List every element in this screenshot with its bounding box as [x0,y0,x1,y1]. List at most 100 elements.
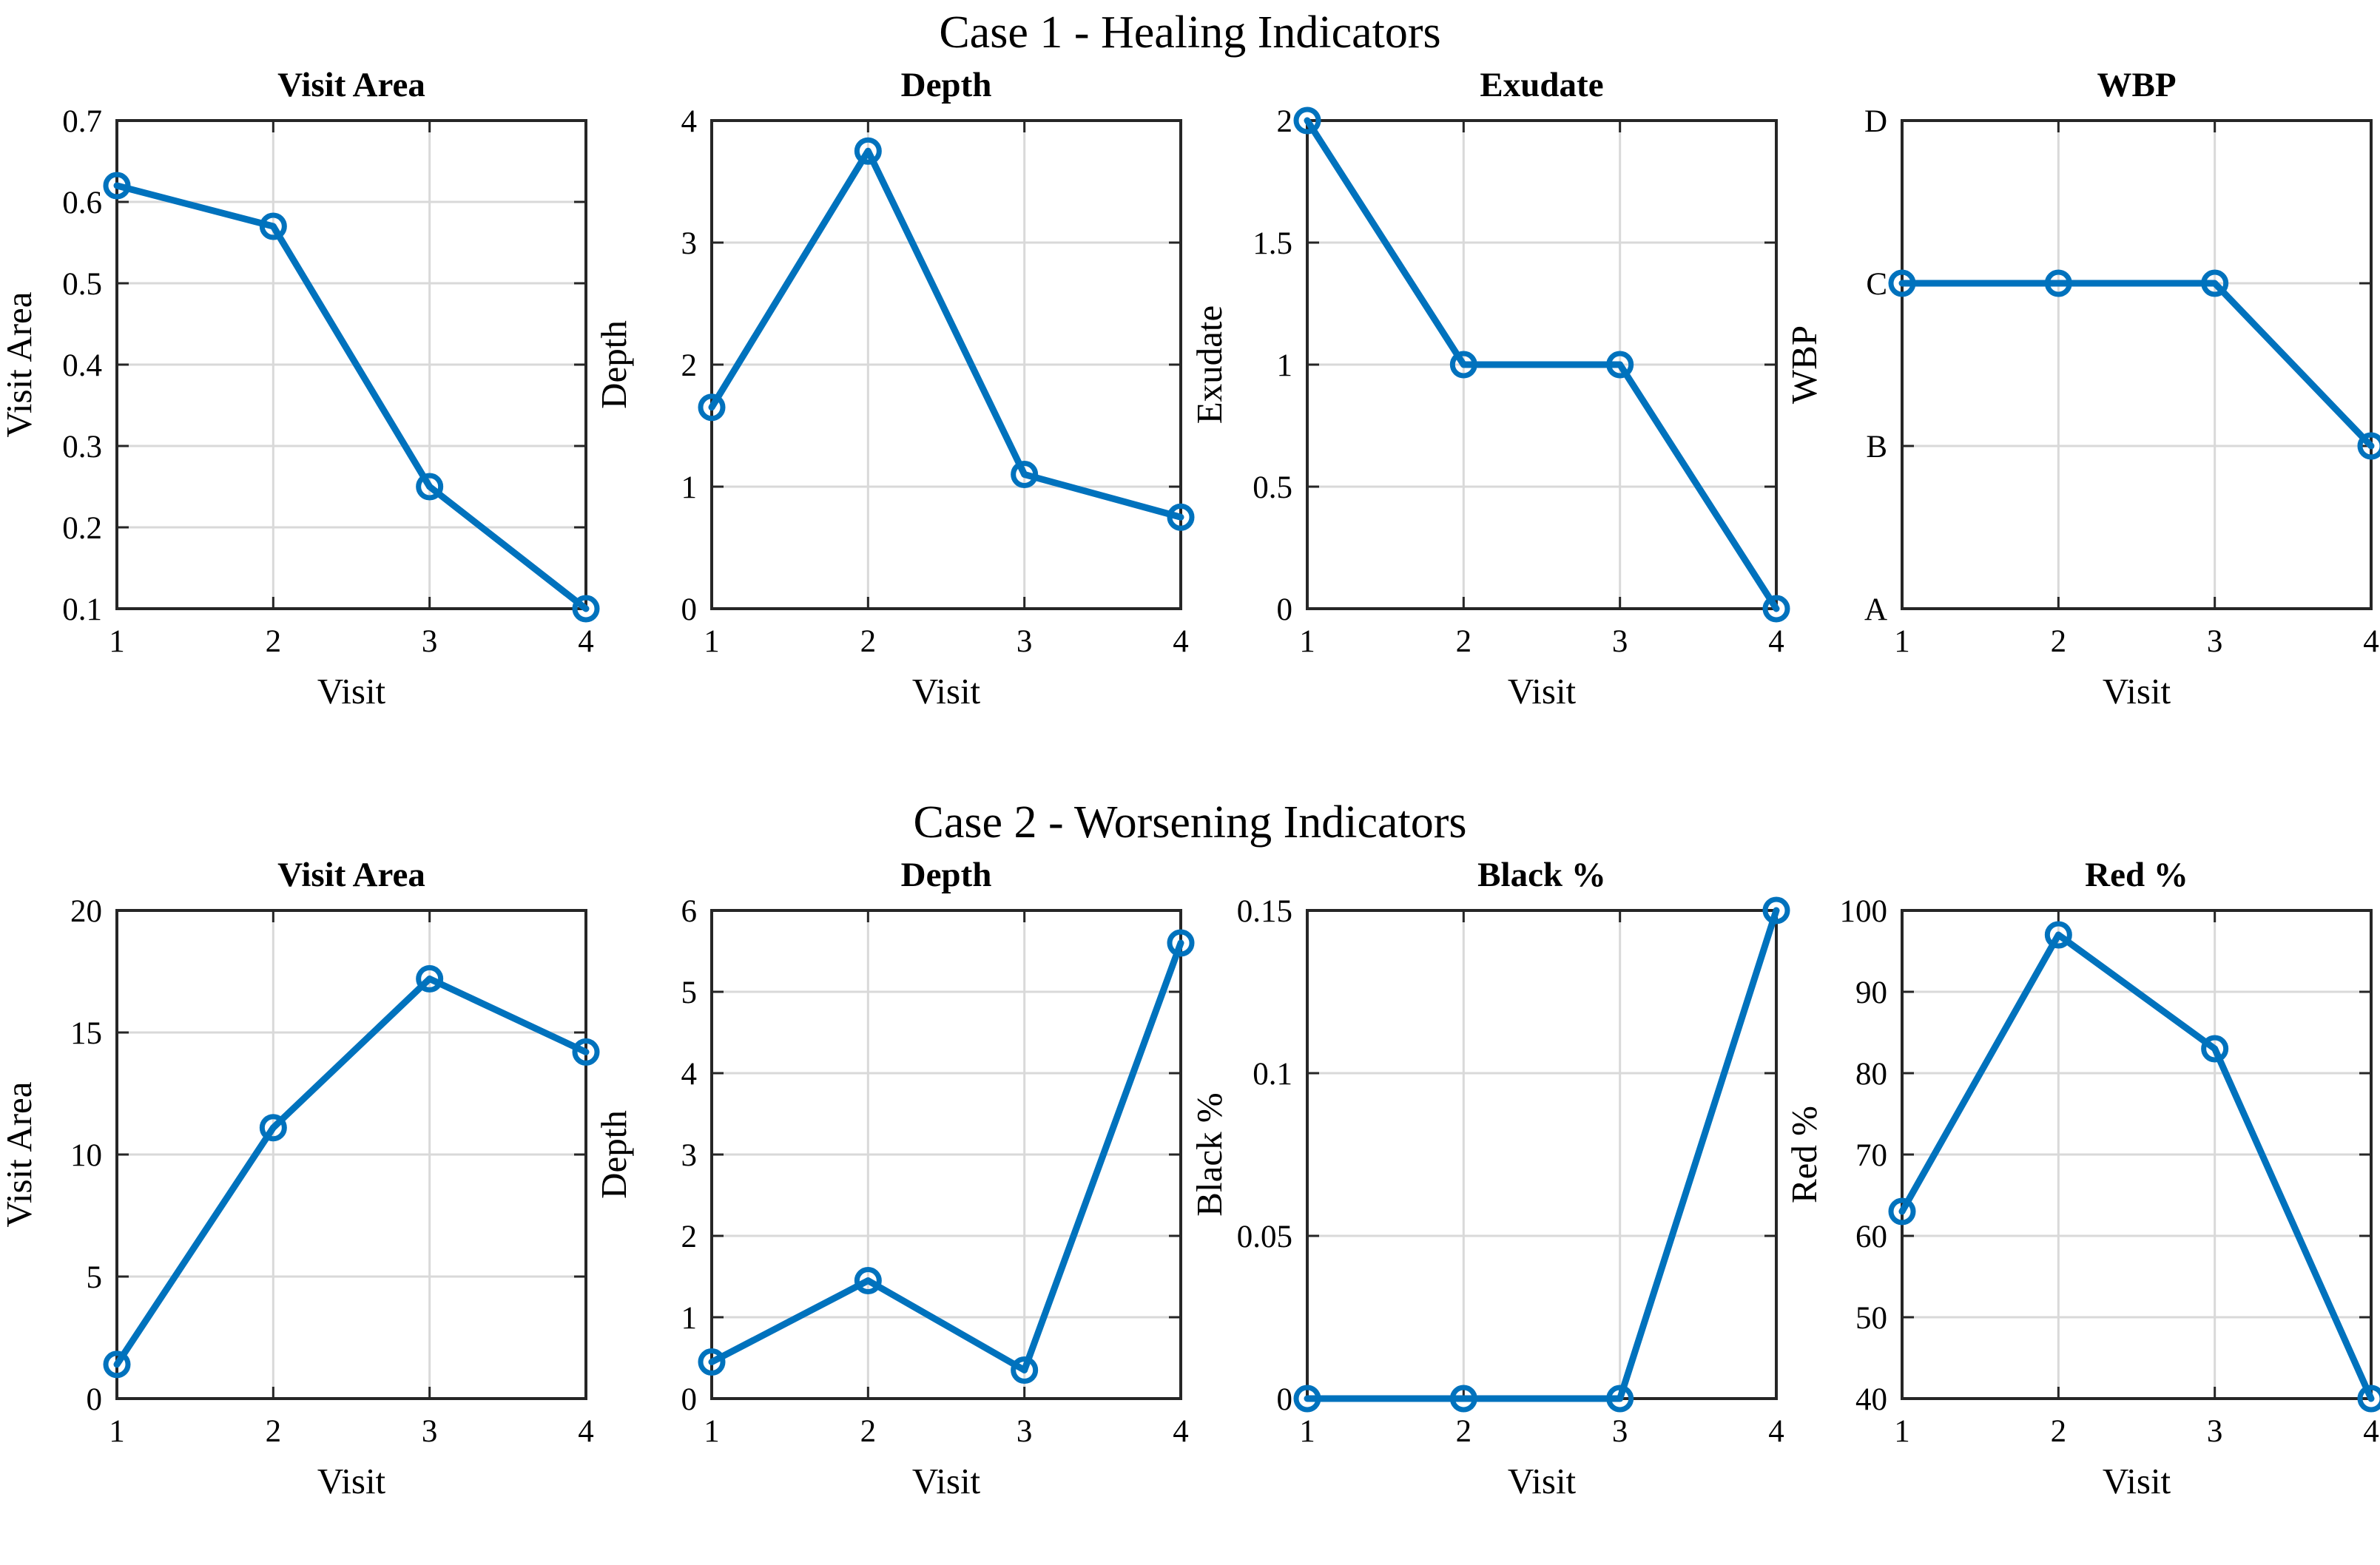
y-tick-label: 2 [681,1220,698,1254]
x-tick-label: 2 [266,1414,282,1449]
data-point-marker [1449,351,1477,379]
data-point-marker [698,1348,726,1376]
y-axis-label: Black % [1189,1093,1230,1217]
case-1-plot-row: 0.1 0.2 0.3 0.4 0.5 0.6 0.7 1 2 3 4 Visit Area Visit… [0,58,2380,760]
case-2-plot-row: 0 5 10 15 20 1 2 3 4 Visit Area Visit Visit Area 0 1 2… [0,848,2380,1550]
subplot-black: 0 0.05 0.1 0.15 1 2 3 4 Black % Visit Black % [1189,856,1790,1501]
x-tick-label: 4 [1173,1414,1190,1449]
y-tick-label: D [1864,104,1887,139]
x-tick-label: 4 [1768,1414,1784,1449]
x-axis-label: Visit [317,1461,386,1501]
data-point-marker [1888,269,1916,297]
y-tick-label: 40 [1855,1382,1887,1417]
y-tick-label: 0.15 [1236,894,1292,929]
y-tick-label: 0.3 [62,430,102,464]
x-tick-label: 1 [1894,1414,1910,1449]
y-tick-label: 0.5 [62,267,102,302]
y-tick-label: 0.4 [62,348,102,383]
data-line [708,147,1184,521]
case-1-section: Case 1 - Healing Indicators 0.1 0.2 0.3 0.4… [0,7,2380,790]
y-axis-label: Depth [593,320,634,409]
data-line [113,182,590,612]
y-tick-label: 0.7 [62,104,102,139]
y-tick-label: 0.6 [62,186,102,220]
data-point-marker [2044,921,2072,949]
data-point-marker [1293,107,1321,135]
subplot-wbp: A B C D 1 2 3 4 WBP Visit WBP [1784,66,2380,711]
x-tick-label: 1 [109,1414,125,1449]
x-tick-label: 4 [578,624,594,659]
data-point-marker [1167,503,1195,531]
y-tick-label: 0 [1276,1382,1292,1417]
x-tick-label: 1 [109,624,125,659]
y-tick-label: 0 [681,592,698,627]
data-line [1898,931,2375,1402]
plot-title: Depth [901,66,992,104]
x-tick-label: 4 [1173,624,1190,659]
data-point-marker [2201,269,2229,297]
y-tick-label: 1 [1276,348,1292,383]
data-point-marker [572,595,600,623]
data-point-marker [1011,1356,1039,1385]
data-point-marker [1293,1385,1321,1413]
x-tick-label: 3 [1017,624,1033,659]
case-1-title: Case 1 - Healing Indicators [939,7,1441,58]
x-tick-label: 2 [1455,1414,1472,1449]
data-point-marker [572,1038,600,1067]
x-tick-label: 2 [1455,624,1472,659]
plot-title: Red % [2085,856,2188,894]
y-tick-label: 1 [681,470,698,505]
y-tick-label: 2 [681,348,698,383]
y-tick-label: B [1866,430,1887,464]
data-point-marker [854,1267,883,1295]
plot-title: Black % [1477,856,1606,894]
y-tick-label: 0 [681,1382,698,1417]
data-line [708,939,1184,1374]
data-point-marker [103,1351,131,1379]
subplot-red: 40 50 60 70 80 90 100 1 2 3 4 Red % Visit Red % [1784,856,2380,1501]
case-2-title: Case 2 - Worsening Indicators [913,797,1467,848]
y-tick-label: 50 [1855,1301,1887,1336]
y-axis-label: Exudate [1189,305,1230,425]
x-tick-label: 1 [1299,624,1315,659]
y-tick-label: 100 [1839,894,1887,929]
x-tick-label: 3 [1017,1414,1033,1449]
data-point-marker [416,965,444,993]
y-tick-label: 80 [1855,1057,1887,1092]
x-tick-label: 2 [860,1414,877,1449]
axes-box [1305,909,1778,1401]
y-tick-label: 6 [681,894,698,929]
data-point-marker [103,172,131,200]
x-tick-label: 3 [422,624,438,659]
x-axis-label: Visit [1507,671,1576,711]
x-tick-label: 4 [2363,624,2379,659]
x-tick-label: 1 [1299,1414,1315,1449]
data-line [1898,280,2375,450]
plot-title: Visit Area [277,66,425,104]
subplot-visit-area: 0.1 0.2 0.3 0.4 0.5 0.6 0.7 1 2 3 4 Visit Area Visit… [0,66,600,711]
data-point-marker [2357,432,2380,460]
data-point-marker [1762,595,1790,623]
y-tick-label: 4 [681,1057,698,1092]
y-tick-label: 3 [681,1138,698,1173]
data-point-marker [854,137,883,165]
data-point-marker [259,1114,287,1142]
plot-title: Depth [901,856,992,894]
x-tick-label: 3 [422,1414,438,1449]
y-axis-label: Depth [593,1110,634,1199]
x-tick-label: 4 [2363,1414,2379,1449]
y-tick-label: 0.05 [1236,1220,1292,1254]
y-tick-label: 0 [1276,592,1292,627]
y-tick-label: 0.2 [62,511,102,546]
axes-box [1900,119,2373,611]
y-axis-label: WBP [1784,325,1824,404]
x-tick-label: 3 [1612,624,1628,659]
y-tick-label: 20 [70,894,102,929]
data-point-marker [698,393,726,422]
x-tick-label: 3 [2207,624,2223,659]
data-point-marker [1888,1197,1916,1226]
y-tick-label: 60 [1855,1220,1887,1254]
data-point-marker [1011,461,1039,489]
